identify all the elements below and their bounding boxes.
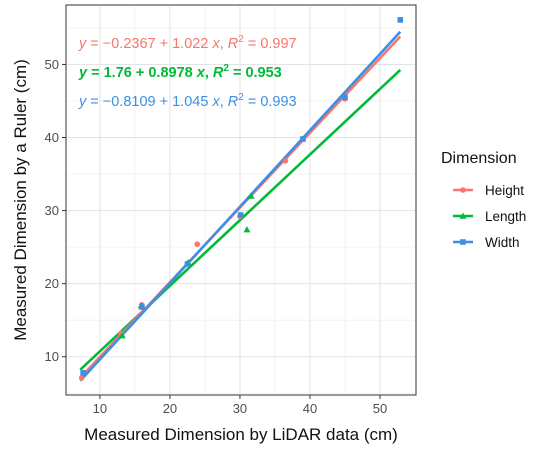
point-height xyxy=(78,375,85,381)
legend-label: Length xyxy=(485,209,526,224)
y-tick-label: 10 xyxy=(45,349,59,364)
point-length xyxy=(118,332,126,339)
x-tick-label: 50 xyxy=(373,401,387,416)
eq-r2-exponent: 2 xyxy=(238,34,244,45)
eq-var: x xyxy=(211,36,220,52)
grid-minor xyxy=(67,6,415,394)
legend-title: Dimension xyxy=(441,150,517,167)
point-height xyxy=(282,158,289,164)
eq-separator: , xyxy=(205,65,213,81)
legend: Dimension Height Length Width xyxy=(441,150,526,250)
point-width xyxy=(80,370,86,376)
eq-var: x xyxy=(196,65,206,81)
eq-r2-value: = 0.997 xyxy=(244,36,297,52)
eq-coefficients: = −0.2367 + 1.022 xyxy=(86,36,212,52)
point-length xyxy=(243,226,251,233)
legend-label: Width xyxy=(485,235,520,250)
eq-separator: , xyxy=(220,94,228,110)
legend-label: Height xyxy=(485,183,524,198)
equation-height: y = −0.2367 + 1.022 x, R2 = 0.997 xyxy=(78,34,297,52)
y-axis-title: Measured Dimension by a Ruler (cm) xyxy=(11,59,30,341)
grid-major xyxy=(67,6,415,394)
y-tick-label: 40 xyxy=(45,130,59,145)
eq-coefficients: = 1.76 + 0.8978 xyxy=(87,65,197,81)
point-width xyxy=(300,136,306,142)
eq-var: x xyxy=(211,94,220,110)
y-tick-label: 30 xyxy=(45,203,59,218)
legend-marker xyxy=(460,239,466,245)
point-width xyxy=(237,212,244,218)
x-axis-ticks: 10 20 30 40 50 xyxy=(93,395,387,416)
point-width xyxy=(397,17,404,23)
point-width xyxy=(139,304,145,310)
eq-r2-value: = 0.993 xyxy=(244,94,297,110)
eq-var: R xyxy=(228,36,239,52)
x-axis-title: Measured Dimension by LiDAR data (cm) xyxy=(84,425,398,444)
fit-line-width xyxy=(79,30,402,382)
eq-r2-exponent: 2 xyxy=(238,92,244,103)
point-width xyxy=(342,94,348,101)
fit-lines xyxy=(79,30,402,382)
x-tick-label: 10 xyxy=(93,401,107,416)
y-tick-label: 20 xyxy=(45,276,59,291)
eq-y-var: y xyxy=(78,94,87,110)
legend-item-length: Length xyxy=(453,209,526,224)
eq-r2-value: = 0.953 xyxy=(229,65,282,81)
equation-length: y = 1.76 + 0.8978 x, R2 = 0.953 xyxy=(78,63,282,81)
legend-item-height: Height xyxy=(453,183,524,198)
x-tick-label: 20 xyxy=(163,401,177,416)
legend-item-width: Width xyxy=(453,235,520,250)
eq-y-var: y xyxy=(78,65,88,81)
eq-coefficients: = −0.8109 + 1.045 xyxy=(86,94,212,110)
point-height xyxy=(194,241,201,248)
y-tick-label: 50 xyxy=(45,57,59,72)
y-axis-ticks: 10 20 30 40 50 xyxy=(45,57,66,364)
eq-separator: , xyxy=(220,36,228,52)
x-tick-label: 40 xyxy=(303,401,317,416)
eq-y-var: y xyxy=(78,36,87,52)
eq-r2-exponent: 2 xyxy=(223,63,229,74)
equation-width: y = −0.8109 + 1.045 x, R2 = 0.993 xyxy=(78,92,297,110)
eq-var: R xyxy=(213,65,224,81)
legend-marker xyxy=(459,212,467,219)
point-length xyxy=(247,192,255,199)
x-tick-label: 30 xyxy=(233,401,247,416)
eq-var: R xyxy=(228,94,239,110)
legend-marker xyxy=(460,187,466,193)
data-points xyxy=(78,17,404,381)
point-width xyxy=(184,261,191,267)
